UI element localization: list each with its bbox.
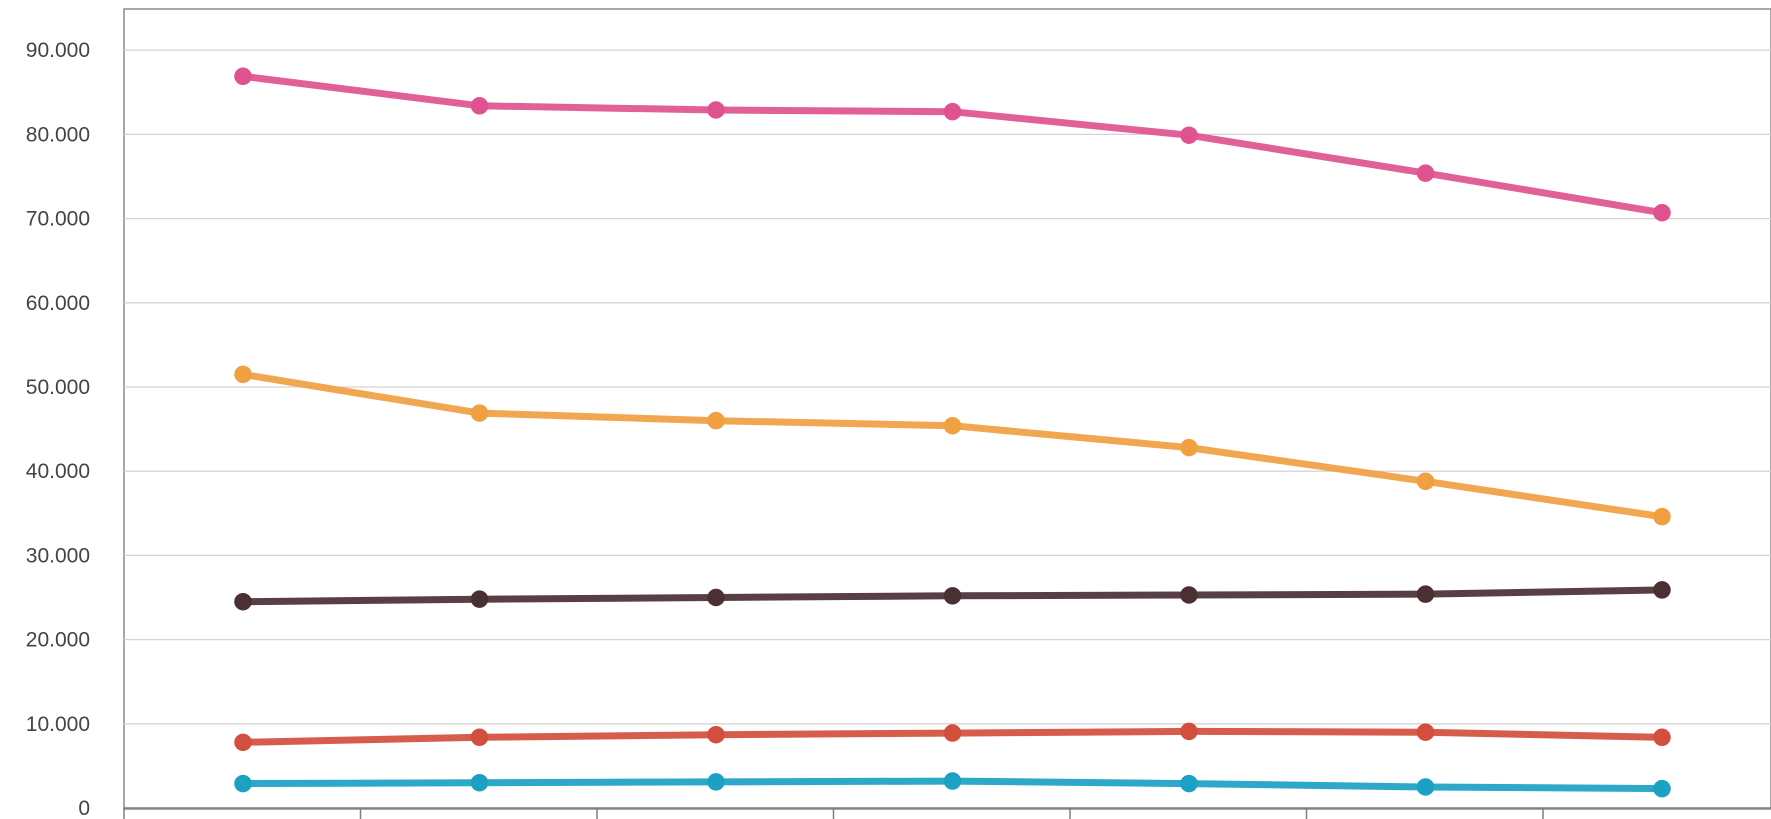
y-tick-labels: 0 10.000 20.000 30.000 40.000 50.000 60.000 70.… bbox=[26, 39, 90, 819]
series-2 bbox=[234, 365, 1671, 526]
data-point bbox=[943, 102, 962, 121]
series-1 bbox=[234, 67, 1671, 222]
data-point bbox=[470, 97, 489, 115]
data-point bbox=[707, 588, 725, 607]
data-point bbox=[707, 411, 725, 430]
data-point bbox=[1180, 586, 1198, 604]
data-point bbox=[1180, 438, 1198, 457]
y-tick-label: 20.000 bbox=[26, 629, 90, 652]
series-4 bbox=[234, 722, 1671, 752]
data-point bbox=[1180, 722, 1198, 741]
data-point bbox=[1416, 585, 1435, 603]
data-point bbox=[470, 404, 489, 422]
series-line bbox=[239, 370, 1666, 521]
data-point bbox=[234, 67, 252, 86]
data-point bbox=[943, 772, 962, 790]
data-point bbox=[234, 592, 252, 611]
plot-frame bbox=[123, 8, 1771, 810]
data-point bbox=[1416, 723, 1435, 741]
series-line bbox=[239, 72, 1666, 217]
data-point bbox=[1180, 774, 1198, 793]
y-tick-label: 50.000 bbox=[26, 376, 90, 399]
data-point bbox=[234, 733, 252, 752]
axes bbox=[123, 807, 1771, 819]
data-point bbox=[1416, 778, 1435, 796]
data-point bbox=[234, 774, 252, 793]
gridlines bbox=[124, 49, 1771, 725]
y-tick-label: 90.000 bbox=[26, 39, 90, 62]
data-point bbox=[1180, 126, 1198, 144]
data-point bbox=[707, 725, 725, 744]
data-point bbox=[1653, 779, 1671, 798]
y-tick-label: 40.000 bbox=[26, 460, 90, 483]
data-point bbox=[943, 416, 962, 435]
y-tick-label: 60.000 bbox=[26, 292, 90, 315]
data-point bbox=[470, 728, 489, 747]
data-point bbox=[707, 101, 725, 119]
data-point bbox=[1653, 507, 1671, 526]
data-point bbox=[707, 773, 725, 791]
series-3 bbox=[234, 581, 1671, 611]
y-tick-label: 70.000 bbox=[26, 208, 90, 231]
y-tick-label: 10.000 bbox=[26, 713, 90, 736]
data-point bbox=[943, 587, 962, 605]
series-5 bbox=[234, 772, 1671, 798]
data-point bbox=[1416, 472, 1435, 491]
series-lines bbox=[234, 67, 1671, 798]
y-tick-label: 80.000 bbox=[26, 123, 90, 146]
data-point bbox=[470, 773, 489, 792]
data-point bbox=[470, 590, 489, 608]
data-point bbox=[1653, 581, 1671, 599]
data-point bbox=[1416, 164, 1435, 182]
data-point bbox=[1653, 728, 1671, 747]
data-point bbox=[943, 724, 962, 742]
data-point bbox=[1653, 203, 1671, 222]
data-point bbox=[234, 365, 252, 384]
y-tick-label: 30.000 bbox=[26, 544, 90, 567]
y-tick-label: 0 bbox=[78, 797, 90, 819]
